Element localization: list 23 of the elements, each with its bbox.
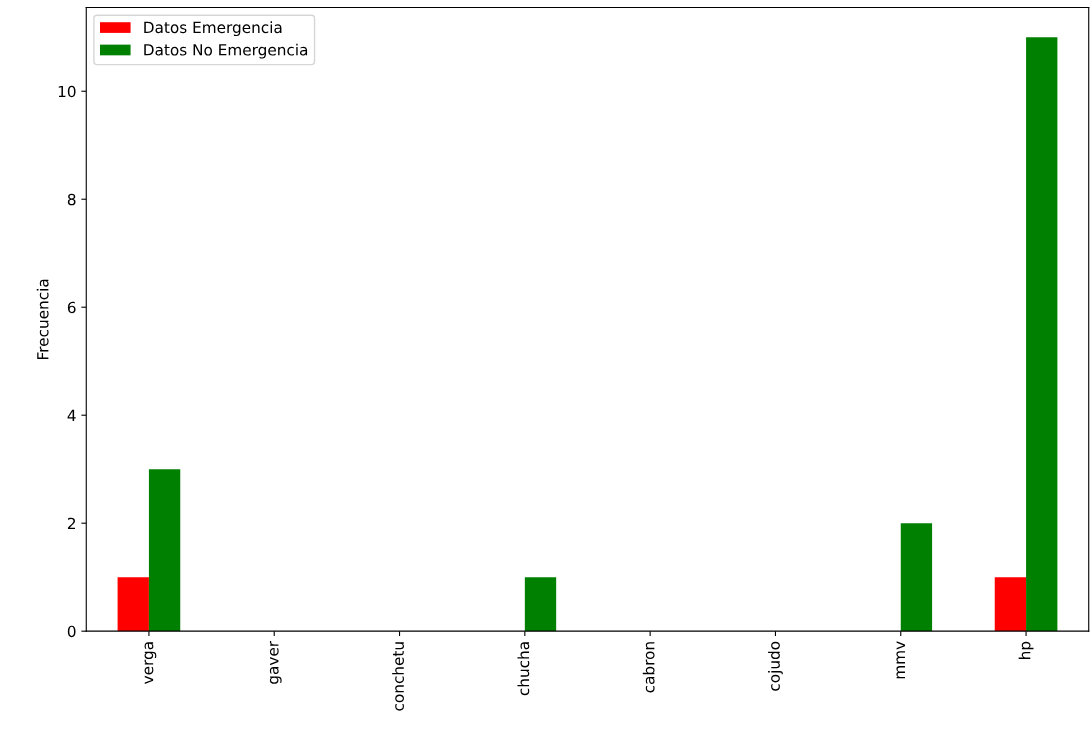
- bar: [900, 523, 933, 632]
- legend-label: Datos No Emergencia: [144, 43, 308, 59]
- x-tick-label: chucha: [517, 642, 530, 696]
- x-tick-label: verga: [144, 642, 157, 684]
- y-tick-label: 10: [58, 85, 76, 98]
- bar: [1026, 37, 1058, 632]
- y-tick-label: 0: [67, 625, 76, 638]
- y-axis-title: Frecuencia: [36, 279, 49, 359]
- bar: [148, 469, 181, 632]
- y-tick-label: 8: [67, 193, 76, 206]
- bar: [524, 577, 557, 632]
- bar: [994, 577, 1027, 632]
- bar: [117, 577, 149, 632]
- x-tick-label: cojudo: [768, 641, 783, 691]
- x-tick-label: conchetu: [392, 642, 404, 711]
- y-tick-label: 6: [67, 301, 76, 314]
- y-tick-label: 4: [67, 409, 76, 422]
- y-tick-label: 2: [67, 517, 76, 529]
- legend-label: Datos Emergencia: [144, 21, 282, 37]
- x-tick-label: cabron: [642, 642, 655, 693]
- x-tick-label: mmv: [896, 641, 905, 679]
- x-tick-label: hp: [1018, 641, 1034, 659]
- x-tick-label: gaver: [269, 640, 282, 684]
